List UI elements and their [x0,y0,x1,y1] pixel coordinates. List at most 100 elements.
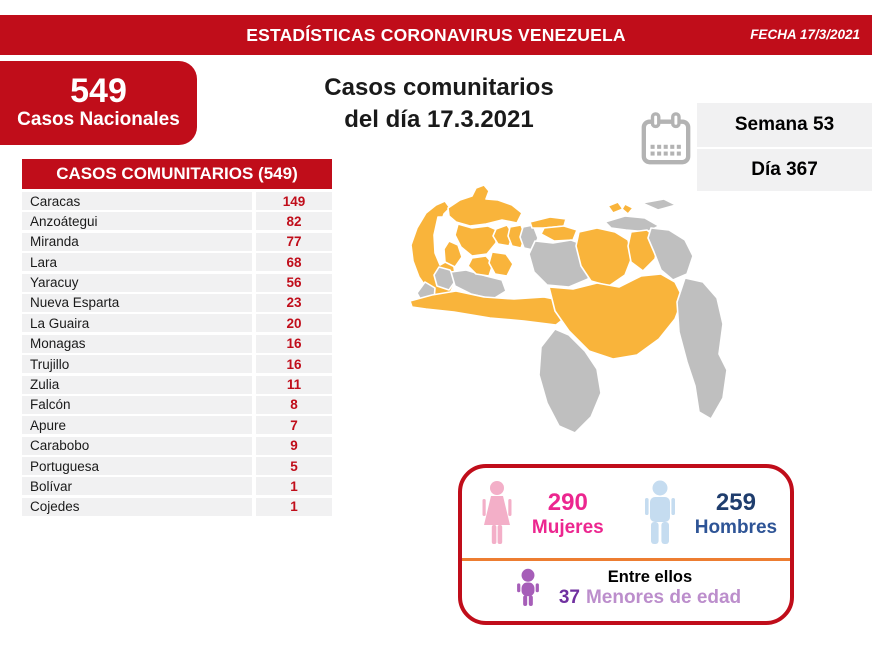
state-trujillo [443,240,463,268]
state-miranda [540,225,578,242]
state-cases: 82 [256,212,332,231]
state-cases: 23 [256,293,332,312]
national-cases-label: Casos Nacionales [17,109,180,131]
banner-title: ESTADÍSTICAS CORONAVIRUS VENEZUELA [246,25,626,45]
gender-row: 290 Mujeres 259 Homb [462,468,790,558]
state-cases: 77 [256,232,332,251]
state-name: Zulia [22,375,252,394]
national-cases-value: 549 [70,71,127,110]
table-row: Yaracuy 56 [22,273,332,292]
male-icon [644,480,675,544]
state-delta-amacuro [647,227,694,281]
state-carabobo [507,224,526,249]
state-lara [454,223,498,257]
minors-count: 37 [558,587,580,609]
headline: Casos comunitarios del día 17.3.2021 [278,72,600,137]
table-row: Bolívar 1 [22,477,332,496]
table-row: Portuguesa 5 [22,457,332,476]
cases-table-body: Caracas 149 Anzoátegui 82 Miranda 77 Lara 68 Yar… [22,192,332,518]
table-row: Trujillo 16 [22,355,332,374]
table-row: Carabobo 9 [22,436,332,455]
table-row: Miranda 77 [22,232,332,251]
men-group: 259 Hombres [638,480,777,550]
table-row: Zulia 11 [22,375,332,394]
minors-row: Entre ellos 37 Menores de edad [462,561,790,621]
headline-line1: Casos comunitarios [324,74,554,101]
state-nueva-esparta-2 [621,203,634,215]
islands-east [641,198,677,211]
venezuela-map [409,184,728,434]
female-icon [482,480,512,544]
state-cases: 8 [256,395,332,414]
men-texts: 259 Hombres [694,489,778,539]
table-row: Monagas 16 [22,334,332,353]
state-name: La Guaira [22,314,252,333]
men-count: 259 [715,489,756,517]
state-name: Bolívar [22,477,252,496]
state-barinas [450,269,507,300]
minors-line: 37 Menores de edad [559,587,741,610]
state-name: Falcón [22,395,252,414]
day-badge: Día 367 [697,149,872,191]
state-cases: 149 [256,192,332,210]
orange-divider [462,557,790,561]
state-cases: 16 [256,334,332,353]
state-nueva-esparta [607,201,624,214]
state-amazonas [538,328,602,434]
state-name: Anzoátegui [22,212,252,231]
state-name: Yaracuy [22,273,252,292]
table-row: Falcón 8 [22,395,332,414]
table-row: Apure 7 [22,416,332,435]
region-esequibo [676,277,728,420]
state-cases: 1 [256,477,332,496]
table-row: Nueva Esparta 23 [22,293,332,312]
state-name: Carabobo [22,436,252,455]
state-anzoategui [575,227,633,287]
child-icon [516,568,539,606]
state-name: Portuguesa [22,457,252,476]
women-label: Mujeres [531,516,604,538]
table-row: La Guaira 20 [22,314,332,333]
women-group: 290 Mujeres [475,480,604,550]
state-cases: 56 [256,273,332,292]
state-cases: 5 [256,457,332,476]
men-label: Hombres [694,516,778,538]
state-cases: 11 [256,375,332,394]
minors-texts: Entre ellos 37 Menores de edad [559,568,741,610]
state-name: Nueva Esparta [22,293,252,312]
top-banner: ESTADÍSTICAS CORONAVIRUS VENEZUELA FECHA… [0,15,872,55]
demographics-box: 290 Mujeres 259 Homb [458,464,794,625]
state-cases: 7 [256,416,332,435]
week-badge: Semana 53 [697,103,872,147]
calendar-icon [641,112,691,165]
state-cases: 68 [256,253,332,272]
table-row: Caracas 149 [22,192,332,210]
state-cases: 9 [256,436,332,455]
state-portuguesa [467,255,494,277]
state-name: Caracas [22,192,252,210]
state-name: Cojedes [22,497,252,516]
state-name: Miranda [22,232,252,251]
cases-table-header: CASOS COMUNITARIOS (549) [22,159,332,189]
minors-label: Menores de edad [585,587,742,609]
state-name: Trujillo [22,355,252,374]
state-cases: 20 [256,314,332,333]
table-row: Anzoátegui 82 [22,212,332,231]
table-row: Cojedes 1 [22,497,332,516]
state-yaracuy [492,224,514,247]
state-cases: 16 [256,355,332,374]
state-cojedes [488,251,514,277]
national-cases-box: 549 Casos Nacionales [0,61,197,145]
women-texts: 290 Mujeres [531,489,604,539]
minors-intro: Entre ellos [607,568,693,587]
banner-date: FECHA 17/3/2021 [750,27,860,42]
state-name: Lara [22,253,252,272]
state-cases: 1 [256,497,332,516]
state-name: Monagas [22,334,252,353]
women-count: 290 [547,489,588,517]
state-falcon [447,184,523,227]
headline-line2: del día 17.3.2021 [344,106,534,134]
state-name: Apure [22,416,252,435]
table-row: Lara 68 [22,253,332,272]
